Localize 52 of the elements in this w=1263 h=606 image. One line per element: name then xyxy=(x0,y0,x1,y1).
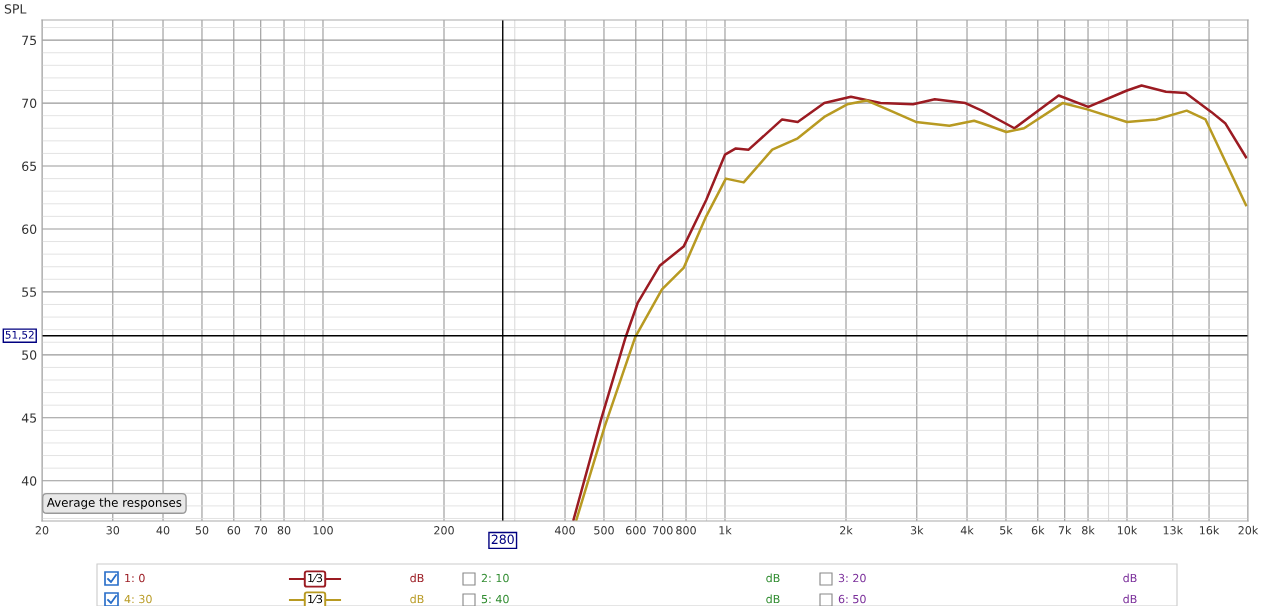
x-tick-label: 13k xyxy=(1163,525,1184,535)
text: dB xyxy=(766,573,780,583)
x-tick-label: 100 xyxy=(313,526,333,535)
x-tick-label: 10k xyxy=(1117,525,1138,535)
text: 3: 20 xyxy=(838,573,866,583)
x-tick-label: 70 xyxy=(254,526,268,535)
text: 5: 40 xyxy=(481,594,509,604)
x-tick-label: 800 xyxy=(676,526,696,535)
x-tick-label: 60 xyxy=(227,526,241,535)
text: dB xyxy=(1123,573,1137,583)
x-tick-label: 2k xyxy=(840,525,853,535)
x-tick-label: 400 xyxy=(554,526,575,535)
x-tick-label: 700 xyxy=(653,526,673,535)
ref-line-label: 280 xyxy=(491,534,514,545)
y-axis-title: SPL xyxy=(4,4,27,14)
text: 2: 10 xyxy=(481,573,509,583)
x-tick-label: 3k xyxy=(910,525,924,535)
y-tick-label: 40 xyxy=(21,476,37,486)
y-tick-label: 45 xyxy=(21,413,37,423)
x-tick-label: 20 xyxy=(35,526,49,535)
y-tick-label: 50 xyxy=(22,350,37,360)
text: dB xyxy=(766,594,780,604)
x-tick-label: 20k xyxy=(1238,525,1259,535)
text: dB xyxy=(1123,594,1137,604)
x-tick-label: 50 xyxy=(195,526,209,535)
text: 6: 50 xyxy=(838,594,866,604)
text: 1: 0 xyxy=(125,573,145,583)
x-tick-label: 7k xyxy=(1058,525,1072,535)
text: dB xyxy=(410,594,424,604)
text: 4: 30 xyxy=(124,594,152,604)
x-tick-label: 30 xyxy=(106,526,120,535)
ref-line-label: 51,52 xyxy=(5,330,34,340)
x-tick-label: 5k xyxy=(1000,525,1013,535)
x-tick-label: 1k xyxy=(719,525,732,535)
y-tick-label: 75 xyxy=(22,35,37,46)
x-tick-label: 600 xyxy=(625,526,646,535)
x-tick-label: 40 xyxy=(156,526,170,535)
x-tick-label: 200 xyxy=(434,526,454,535)
y-tick-label: 65 xyxy=(22,161,37,171)
annotation: Average the responses xyxy=(46,497,182,510)
x-tick-label: 80 xyxy=(277,526,291,535)
y-tick-label: 70 xyxy=(22,98,37,109)
text: 1⁄3 xyxy=(308,573,323,583)
x-tick-label: 6k xyxy=(1031,525,1045,535)
x-tick-label: 16k xyxy=(1199,525,1220,535)
x-tick-label: 500 xyxy=(594,526,614,535)
y-tick-label: 55 xyxy=(22,287,37,297)
text: 1⁄3 xyxy=(308,594,323,604)
x-tick-label: 8k xyxy=(1082,525,1095,535)
y-tick-label: 60 xyxy=(22,224,37,234)
x-tick-label: 4k xyxy=(960,525,974,535)
text: dB xyxy=(410,573,424,583)
